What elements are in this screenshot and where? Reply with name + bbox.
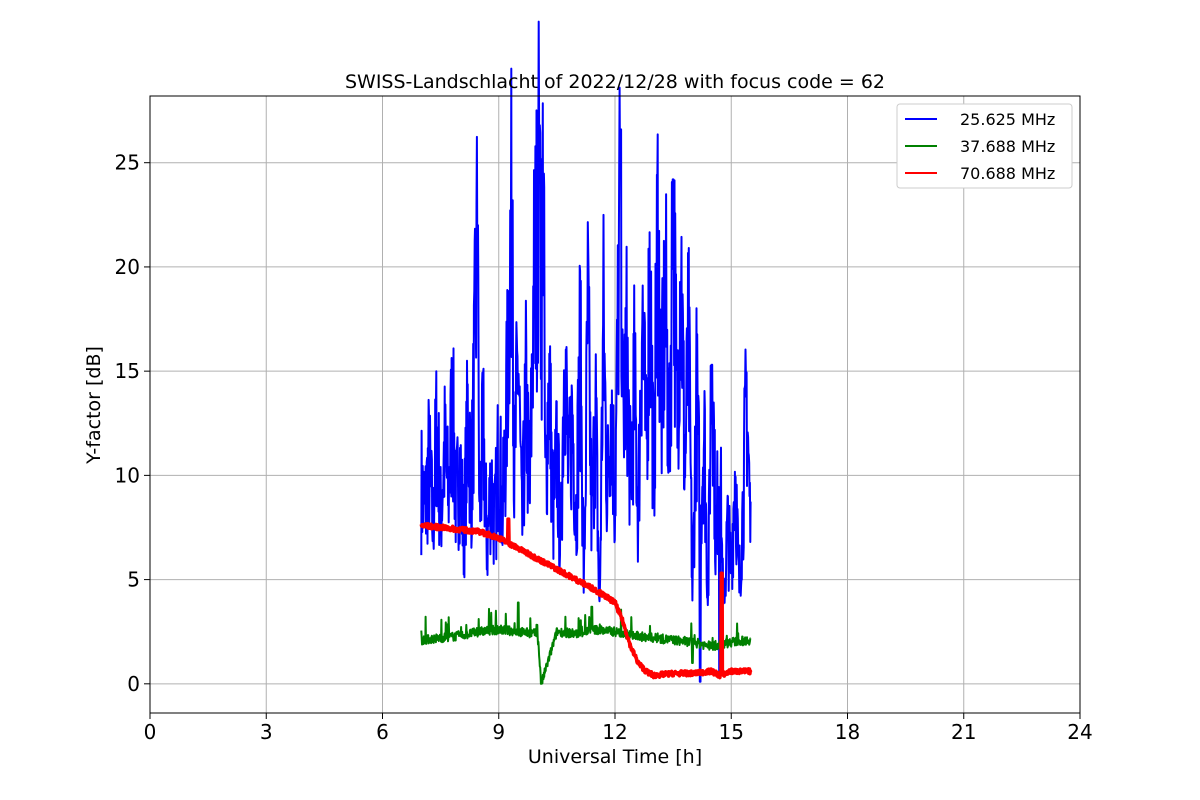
y-axis-label: Y-factor [dB] bbox=[83, 346, 105, 465]
y-tick-label: 10 bbox=[115, 463, 140, 487]
x-axis-ticks: 0 3 6 9 12 15 18 21 24 bbox=[144, 713, 1093, 744]
x-tick-label: 24 bbox=[1067, 720, 1092, 744]
x-tick-label: 0 bbox=[144, 720, 157, 744]
x-tick-label: 21 bbox=[951, 720, 976, 744]
legend-label-1: 37.688 MHz bbox=[960, 137, 1055, 156]
y-tick-label: 20 bbox=[115, 255, 140, 279]
y-tick-label: 5 bbox=[127, 568, 140, 592]
x-tick-label: 6 bbox=[376, 720, 389, 744]
legend-label-0: 25.625 MHz bbox=[960, 110, 1055, 129]
y-tick-label: 25 bbox=[115, 151, 140, 175]
legend-label-2: 70.688 MHz bbox=[960, 164, 1055, 183]
series-line-1 bbox=[420, 601, 752, 685]
x-tick-label: 18 bbox=[835, 720, 860, 744]
legend-box bbox=[896, 103, 1073, 189]
y-axis-ticks: 0 5 10 15 20 25 bbox=[115, 151, 150, 696]
x-axis-label: Universal Time [h] bbox=[528, 746, 702, 768]
x-tick-label: 3 bbox=[260, 720, 273, 744]
plot-series bbox=[419, 20, 753, 685]
x-tick-label: 12 bbox=[602, 720, 627, 744]
series-line-0 bbox=[420, 20, 752, 683]
series-line-2 bbox=[419, 517, 753, 680]
x-tick-label: 15 bbox=[719, 720, 744, 744]
chart-title: SWISS-Landschlacht of 2022/12/28 with fo… bbox=[345, 71, 885, 93]
legend: 25.625 MHz 37.688 MHz 70.688 MHz bbox=[896, 103, 1073, 189]
y-tick-label: 15 bbox=[115, 359, 140, 383]
y-tick-label: 0 bbox=[127, 672, 140, 696]
x-tick-label: 9 bbox=[492, 720, 505, 744]
